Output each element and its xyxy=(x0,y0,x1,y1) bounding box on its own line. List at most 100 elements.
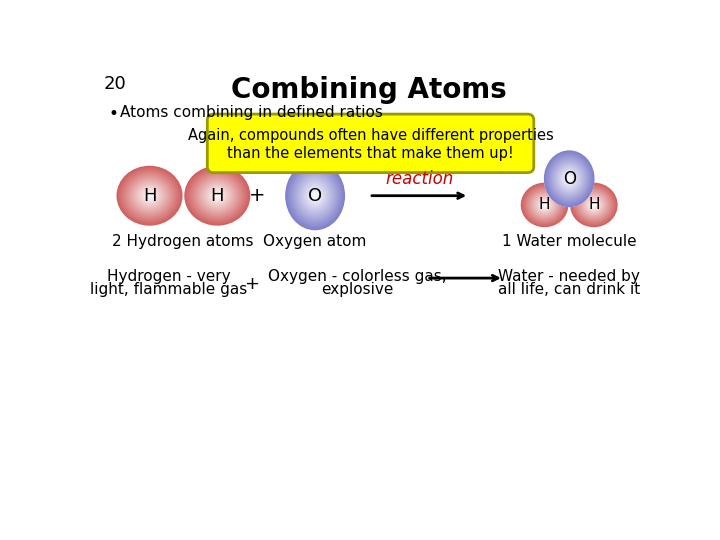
Ellipse shape xyxy=(295,173,335,219)
Ellipse shape xyxy=(287,163,343,228)
Ellipse shape xyxy=(588,199,600,211)
Ellipse shape xyxy=(576,188,611,221)
Ellipse shape xyxy=(197,177,238,214)
Ellipse shape xyxy=(308,187,322,204)
Ellipse shape xyxy=(288,165,342,227)
Text: 20: 20 xyxy=(104,75,126,93)
Ellipse shape xyxy=(539,200,550,210)
Ellipse shape xyxy=(132,179,168,212)
Ellipse shape xyxy=(524,186,565,224)
Ellipse shape xyxy=(200,180,234,211)
Ellipse shape xyxy=(526,188,563,222)
Ellipse shape xyxy=(572,185,615,225)
Text: than the elements that make them up!: than the elements that make them up! xyxy=(228,146,514,161)
Ellipse shape xyxy=(297,176,333,216)
Ellipse shape xyxy=(145,191,155,200)
Ellipse shape xyxy=(286,162,344,230)
Ellipse shape xyxy=(560,169,578,189)
Ellipse shape xyxy=(541,201,548,208)
Ellipse shape xyxy=(122,171,176,220)
Ellipse shape xyxy=(592,203,595,207)
Ellipse shape xyxy=(134,181,165,210)
Ellipse shape xyxy=(562,170,577,187)
Ellipse shape xyxy=(291,167,340,224)
Ellipse shape xyxy=(530,191,559,219)
Ellipse shape xyxy=(538,199,551,211)
Ellipse shape xyxy=(575,188,612,222)
Ellipse shape xyxy=(525,187,564,223)
Text: +: + xyxy=(249,186,266,205)
Ellipse shape xyxy=(558,166,580,191)
Ellipse shape xyxy=(307,186,323,205)
Ellipse shape xyxy=(185,166,250,225)
Ellipse shape xyxy=(544,151,594,206)
Ellipse shape xyxy=(121,170,178,221)
Ellipse shape xyxy=(523,184,567,226)
Ellipse shape xyxy=(563,172,575,185)
Ellipse shape xyxy=(531,192,559,218)
Ellipse shape xyxy=(523,185,566,225)
Ellipse shape xyxy=(194,174,240,217)
Ellipse shape xyxy=(587,198,601,212)
Text: 1 Water molecule: 1 Water molecule xyxy=(502,234,636,249)
Ellipse shape xyxy=(185,166,250,225)
Ellipse shape xyxy=(531,193,557,217)
Ellipse shape xyxy=(564,173,574,184)
Ellipse shape xyxy=(306,185,325,206)
Text: O: O xyxy=(563,170,576,188)
Text: Water - needed by: Water - needed by xyxy=(498,269,640,284)
Text: Hydrogen - very: Hydrogen - very xyxy=(107,269,230,284)
Ellipse shape xyxy=(584,195,604,214)
Ellipse shape xyxy=(126,174,173,217)
Ellipse shape xyxy=(147,193,152,198)
Ellipse shape xyxy=(582,194,605,215)
Ellipse shape xyxy=(213,192,221,199)
Ellipse shape xyxy=(204,184,230,207)
Text: all life, can drink it: all life, can drink it xyxy=(498,282,640,297)
Text: H: H xyxy=(210,187,224,205)
Ellipse shape xyxy=(300,178,330,213)
Ellipse shape xyxy=(534,195,554,214)
Ellipse shape xyxy=(547,154,591,203)
Ellipse shape xyxy=(578,190,610,220)
Ellipse shape xyxy=(554,162,584,195)
Ellipse shape xyxy=(577,190,611,220)
Ellipse shape xyxy=(208,187,226,204)
Ellipse shape xyxy=(574,186,614,224)
Ellipse shape xyxy=(210,188,225,202)
Ellipse shape xyxy=(305,184,325,208)
Ellipse shape xyxy=(203,183,232,208)
Ellipse shape xyxy=(537,198,552,212)
Ellipse shape xyxy=(125,173,174,218)
Ellipse shape xyxy=(211,190,224,201)
Ellipse shape xyxy=(192,172,243,219)
Ellipse shape xyxy=(292,168,338,223)
Ellipse shape xyxy=(215,193,220,198)
Ellipse shape xyxy=(120,169,179,222)
Ellipse shape xyxy=(579,191,608,219)
Ellipse shape xyxy=(297,174,334,218)
Ellipse shape xyxy=(187,169,247,222)
Ellipse shape xyxy=(549,157,589,201)
Ellipse shape xyxy=(190,171,245,220)
Ellipse shape xyxy=(302,181,328,211)
Ellipse shape xyxy=(312,192,319,200)
Ellipse shape xyxy=(529,190,560,220)
Ellipse shape xyxy=(552,160,586,198)
Text: reaction: reaction xyxy=(385,170,453,188)
Ellipse shape xyxy=(137,184,163,207)
Ellipse shape xyxy=(552,159,587,199)
Ellipse shape xyxy=(142,188,157,202)
Text: light, flammable gas: light, flammable gas xyxy=(90,282,248,297)
Ellipse shape xyxy=(521,184,567,226)
Ellipse shape xyxy=(135,183,163,208)
Text: Atoms combining in defined ratios: Atoms combining in defined ratios xyxy=(120,105,382,120)
Text: Oxygen atom: Oxygen atom xyxy=(264,234,366,249)
Ellipse shape xyxy=(117,166,182,225)
Ellipse shape xyxy=(129,177,170,214)
Ellipse shape xyxy=(139,186,160,205)
Ellipse shape xyxy=(575,187,613,223)
Ellipse shape xyxy=(143,190,156,201)
FancyBboxPatch shape xyxy=(207,114,534,173)
Ellipse shape xyxy=(591,202,597,207)
